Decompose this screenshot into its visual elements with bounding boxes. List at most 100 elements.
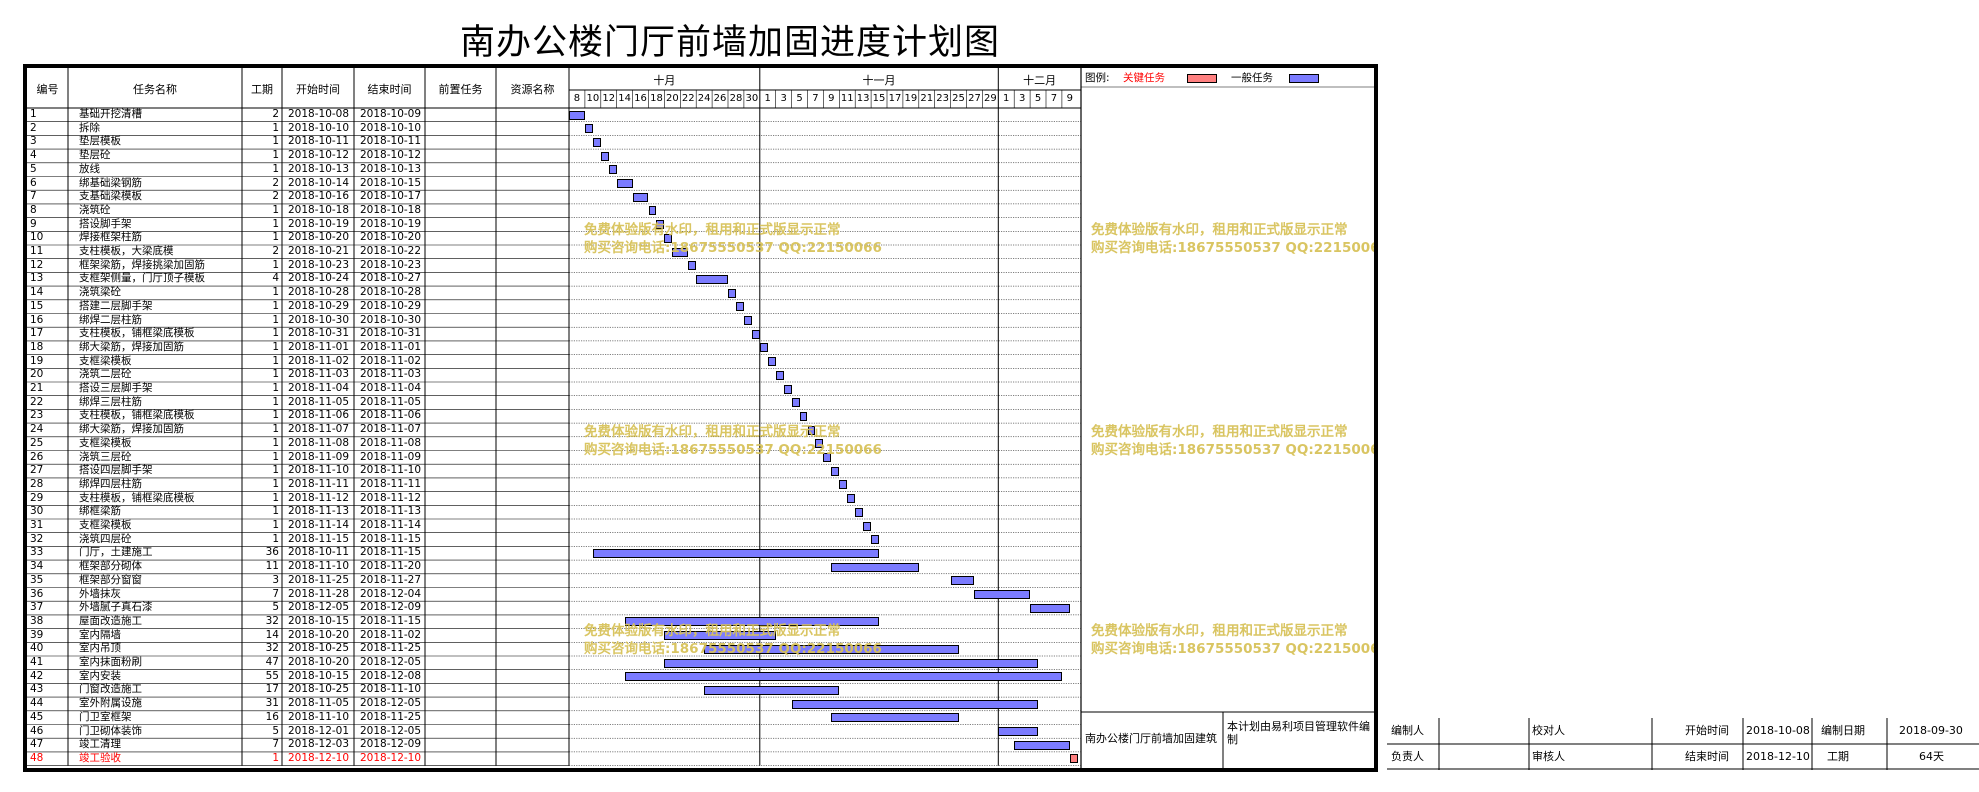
task-id: 35 bbox=[30, 573, 44, 586]
task-id: 13 bbox=[30, 272, 44, 285]
task-bar bbox=[950, 576, 975, 586]
task-start: 2018-10-10 bbox=[288, 121, 350, 134]
task-duration: 1 bbox=[272, 121, 279, 134]
task-name: 室内吊顶 bbox=[79, 642, 121, 655]
task-end: 2018-11-02 bbox=[360, 354, 422, 367]
task-name: 搭设三层脚手架 bbox=[79, 382, 153, 394]
day-label: 23 bbox=[936, 93, 949, 104]
task-bar bbox=[767, 357, 776, 367]
task-start: 2018-10-29 bbox=[288, 299, 350, 312]
task-end: 2018-11-14 bbox=[360, 519, 422, 531]
watermark-line-2: 购买咨询电话:18675550537 QQ:22150066 bbox=[584, 442, 882, 458]
task-bar bbox=[783, 384, 792, 394]
day-label: 18 bbox=[650, 93, 663, 104]
task-name: 室内隔墙 bbox=[79, 628, 121, 641]
task-end: 2018-11-10 bbox=[360, 464, 422, 477]
task-name: 支柱模板，大梁底模 bbox=[79, 245, 174, 257]
task-start: 2018-12-10 bbox=[288, 751, 350, 764]
task-duration: 7 bbox=[272, 738, 279, 751]
task-end: 2018-11-03 bbox=[360, 368, 422, 381]
task-duration: 1 bbox=[272, 203, 279, 216]
task-duration: 16 bbox=[265, 710, 279, 723]
task-duration: 14 bbox=[265, 628, 279, 641]
day-label: 21 bbox=[920, 93, 934, 104]
task-start: 2018-11-04 bbox=[288, 382, 350, 394]
task-end: 2018-10-13 bbox=[360, 162, 422, 175]
day-label: 20 bbox=[665, 93, 679, 104]
legend-critical-label: 关键任务 bbox=[1123, 72, 1165, 84]
task-end: 2018-10-18 bbox=[360, 203, 422, 216]
watermark-line-1: 免费体验版有水印，租用和正式版显示正常 bbox=[1091, 623, 1348, 639]
day-label: 9 bbox=[828, 93, 835, 104]
task-id: 44 bbox=[30, 697, 44, 710]
task-name: 门厅，土建施工 bbox=[79, 546, 153, 559]
task-end: 2018-10-11 bbox=[360, 135, 422, 148]
task-start: 2018-11-08 bbox=[288, 436, 350, 449]
day-label: 3 bbox=[780, 93, 787, 104]
day-label: 24 bbox=[697, 93, 711, 104]
task-name: 室内安装 bbox=[79, 669, 121, 682]
task-name: 绑基础梁钢筋 bbox=[79, 176, 142, 189]
task-start: 2018-10-14 bbox=[288, 176, 350, 189]
task-duration: 1 bbox=[272, 436, 279, 449]
task-end: 2018-11-27 bbox=[360, 573, 422, 586]
task-name: 浇筑三层砼 bbox=[79, 450, 132, 463]
task-end: 2018-11-04 bbox=[360, 382, 422, 394]
task-bar bbox=[807, 425, 816, 435]
task-start: 2018-11-05 bbox=[288, 697, 350, 710]
task-name: 基础开挖清槽 bbox=[79, 108, 142, 120]
task-end: 2018-12-09 bbox=[360, 601, 422, 614]
task-id: 6 bbox=[30, 176, 37, 189]
task-end: 2018-11-15 bbox=[360, 546, 422, 559]
task-end: 2018-11-15 bbox=[360, 614, 422, 627]
month-label: 十二月 bbox=[1023, 74, 1057, 87]
task-name: 室外附属设施 bbox=[79, 697, 142, 710]
task-start: 2018-11-15 bbox=[288, 532, 350, 545]
task-name: 竣工验收 bbox=[79, 751, 121, 764]
task-bar bbox=[847, 494, 856, 504]
task-id: 29 bbox=[30, 491, 44, 504]
task-bar bbox=[1030, 603, 1070, 613]
task-name: 绑大梁筋，焊接加固筋 bbox=[79, 340, 184, 353]
day-label: 25 bbox=[952, 93, 965, 104]
task-bar bbox=[791, 699, 1039, 709]
task-name: 浇筑四层砼 bbox=[79, 532, 132, 545]
task-bar bbox=[823, 453, 832, 462]
task-name: 支柱模板，铺框梁底模板 bbox=[79, 491, 195, 504]
task-id: 24 bbox=[30, 423, 44, 436]
task-end: 2018-11-25 bbox=[360, 710, 422, 723]
task-id: 19 bbox=[30, 354, 44, 367]
task-id: 38 bbox=[30, 614, 44, 627]
task-name: 门卫室框架 bbox=[79, 710, 132, 723]
software-note: 本计划由易利项目管理软件编制 bbox=[1227, 720, 1370, 746]
task-end: 2018-10-15 bbox=[360, 176, 422, 189]
watermark-line-2: 购买咨询电话:18675550537 QQ:22150066 bbox=[1091, 442, 1378, 458]
task-end: 2018-10-12 bbox=[360, 149, 422, 162]
task-id: 41 bbox=[30, 656, 44, 668]
task-duration: 1 bbox=[272, 368, 279, 381]
task-bar bbox=[751, 329, 760, 339]
task-duration: 3 bbox=[272, 573, 279, 586]
task-name: 垫层模板 bbox=[79, 135, 121, 148]
task-name: 搭建二层脚手架 bbox=[79, 299, 153, 312]
task-id: 3 bbox=[30, 135, 37, 148]
task-end: 2018-11-13 bbox=[360, 505, 422, 518]
task-id: 12 bbox=[30, 258, 44, 271]
day-label: 10 bbox=[586, 93, 600, 104]
task-id: 40 bbox=[30, 642, 44, 655]
end-value: 2018-12-10 bbox=[1746, 750, 1810, 763]
task-id: 26 bbox=[30, 450, 44, 463]
task-duration: 5 bbox=[272, 724, 279, 737]
task-id: 32 bbox=[30, 532, 44, 545]
task-duration: 1 bbox=[272, 258, 279, 271]
task-start: 2018-10-20 bbox=[288, 628, 350, 641]
duration-value: 64天 bbox=[1919, 750, 1944, 763]
task-id: 47 bbox=[30, 738, 44, 751]
task-name: 绑大梁筋，焊接加固筋 bbox=[79, 423, 184, 436]
task-duration: 7 bbox=[272, 587, 279, 600]
task-end: 2018-10-20 bbox=[360, 231, 422, 244]
watermark-line-1: 免费体验版有水印，租用和正式版显示正常 bbox=[584, 623, 841, 639]
task-bar bbox=[735, 302, 744, 312]
watermark-line-2: 购买咨询电话:18675550537 QQ:22150066 bbox=[584, 240, 882, 256]
watermark-line-1: 免费体验版有水印，租用和正式版显示正常 bbox=[1091, 424, 1348, 440]
